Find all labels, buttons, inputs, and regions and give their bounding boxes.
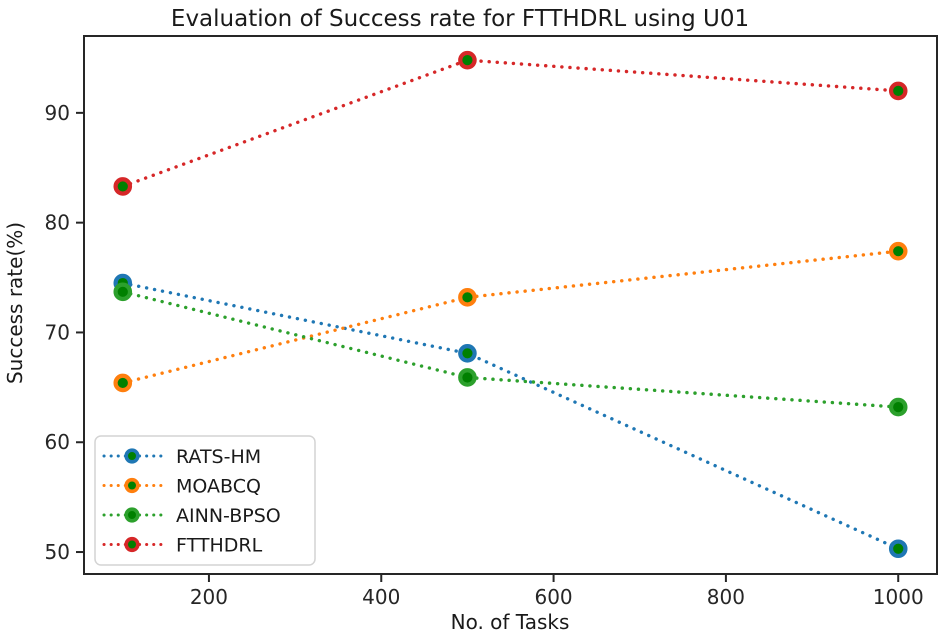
x-tick-label: 1000 [873, 585, 924, 609]
data-point-ftthdrl [113, 177, 133, 196]
legend: RATS-HM MOABCQ AINN-BPSO FTTHDRL [94, 435, 316, 566]
x-tick-label: 800 [707, 585, 745, 609]
legend-label-moabcq: MOABCQ [176, 476, 261, 498]
y-tick-label: 90 [45, 101, 70, 125]
x-tick-label: 400 [362, 585, 400, 609]
data-point-ftthdrl [888, 81, 908, 101]
legend-label-ainn-bpso: AINN-BPSO [176, 505, 281, 527]
legend-label-ftthdrl: FTTHDRL [176, 535, 263, 557]
y-tick-label: 60 [45, 430, 70, 454]
legend-marker-sample [124, 536, 140, 553]
x-axis-label: No. of Tasks [451, 610, 570, 634]
data-point-moabcq [113, 373, 133, 393]
x-axis-ticks: 200 400 600 800 1000 [190, 574, 924, 609]
y-tick-label: 50 [45, 540, 70, 564]
legend-marker-sample [124, 477, 140, 494]
y-tick-label: 70 [45, 320, 70, 344]
legend-marker-sample [124, 448, 140, 464]
data-point-ftthdrl [458, 50, 477, 70]
y-axis-ticks: 50 60 70 80 90 [45, 101, 84, 564]
chart-title: Evaluation of Success rate for FTTHDRL u… [171, 6, 749, 32]
y-tick-label: 80 [45, 211, 70, 235]
series-line-ftthdrl [121, 58, 900, 189]
data-point-moabcq [888, 241, 908, 261]
data-point-ainn-bpso [113, 282, 133, 302]
legend-label-rats-hm: RATS-HM [176, 446, 261, 468]
series-group [113, 50, 908, 559]
y-axis-label: Success rate(%) [3, 222, 27, 384]
series-line-moabcq [121, 249, 900, 385]
legend-box [94, 435, 316, 566]
data-point-moabcq [458, 288, 477, 307]
data-point-rats-hm [888, 539, 908, 559]
series-line-ainn-bpso [121, 290, 900, 409]
data-point-ainn-bpso [458, 368, 477, 387]
x-tick-label: 200 [190, 585, 228, 609]
plot-border [83, 35, 938, 575]
legend-marker-sample [124, 507, 140, 523]
data-point-ainn-bpso [888, 397, 908, 417]
data-point-rats-hm [458, 344, 477, 363]
x-tick-label: 600 [534, 585, 572, 609]
